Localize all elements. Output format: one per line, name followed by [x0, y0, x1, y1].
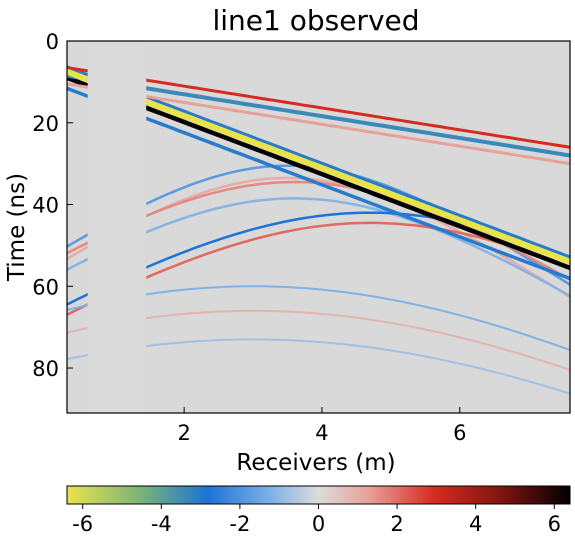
ground-wave-lobe-main [67, 75, 570, 271]
y-tick-label: 80 [32, 357, 59, 381]
y-tick-label: 20 [32, 112, 59, 136]
air-wave-lobe-pre [67, 66, 570, 149]
heatmap-area [67, 41, 570, 413]
reflection-deep-c [67, 338, 570, 395]
y-tick-label: 0 [46, 30, 59, 54]
colorbar-tick-label: 2 [390, 512, 403, 536]
colorbar-tick-label: -4 [151, 512, 172, 536]
reflection-3-lobe-b [67, 221, 570, 316]
reflection-deep-b [67, 309, 570, 371]
x-axis-ticks: 2 4 6 [177, 407, 466, 445]
x-tick-label: 4 [315, 421, 328, 445]
onset-yellow [67, 68, 570, 265]
missing-traces-gap [87, 41, 147, 413]
x-axis-label: Receivers (m) [236, 450, 395, 476]
x-tick-label: 6 [453, 421, 466, 445]
ground-wave-lobe-post [67, 86, 570, 281]
colorbar [66, 485, 571, 505]
colorbar-ticks: -6 -4 -2 0 2 4 6 [72, 504, 561, 536]
heatmap-events [67, 65, 570, 395]
y-axis-label: Time (ns) [4, 173, 30, 282]
ground-wave-lobe-pre [67, 65, 570, 260]
air-wave-lobe-post [67, 82, 570, 166]
y-tick-label: 40 [32, 194, 59, 218]
colorbar-tick-label: 6 [548, 512, 561, 536]
colorbar-tick-label: -6 [72, 512, 93, 536]
air-wave-lobe-main [67, 73, 570, 158]
colorbar-tick-label: -2 [229, 512, 250, 536]
y-tick-label: 60 [32, 275, 59, 299]
chart-title: line1 observed [212, 4, 419, 37]
colorbar-tick-label: 0 [312, 512, 325, 536]
y-axis-ticks: 0 20 40 60 80 [32, 30, 73, 381]
reflection-2-lobe-b [67, 197, 570, 298]
plot-frame [66, 40, 571, 414]
x-tick-label: 2 [177, 421, 190, 445]
colorbar-tick-label: 4 [469, 512, 482, 536]
reflection-deep-a [67, 285, 570, 352]
